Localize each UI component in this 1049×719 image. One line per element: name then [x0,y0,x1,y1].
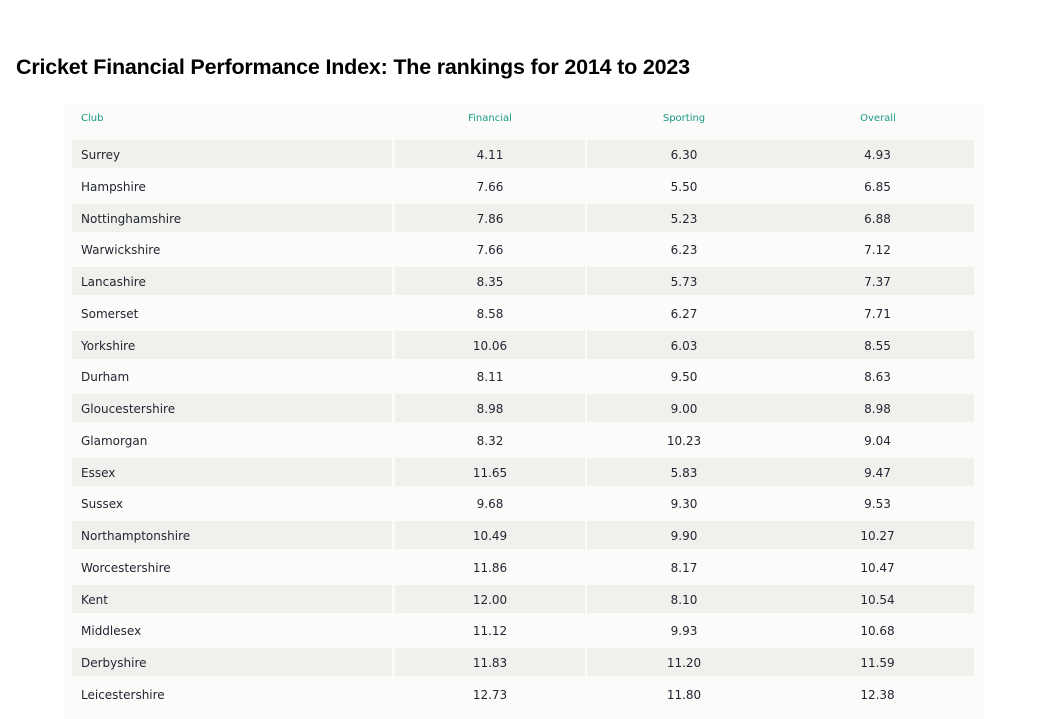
overall-cell: 8.98 [781,394,974,422]
column-header-sporting: Sporting [662,113,706,124]
table-row: Nottinghamshire 7.86 5.23 6.88 [72,203,974,235]
financial-cell: 10.06 [395,330,585,359]
overall-cell: 10.54 [781,584,974,613]
overall-cell: 9.04 [864,433,891,448]
club-cell: Nottinghamshire [72,203,392,232]
financial-cell: 7.86 [395,203,585,232]
club-cell: Middlesex [81,624,142,639]
financial-cell: 11.65 [395,457,585,486]
club-cell: Hampshire [81,179,146,194]
table-row: Gloucestershire 8.98 9.00 8.98 [72,393,974,425]
financial-cell: 8.32 [476,433,504,448]
overall-cell: 7.12 [864,243,891,258]
table-row: Somerset 8.58 6.27 7.71 [72,298,974,330]
financial-cell: 11.12 [472,624,508,639]
column-header-financial: Financial [468,113,512,124]
club-cell: Somerset [81,306,139,321]
club-cell: Gloucestershire [72,394,392,422]
table-row: Essex 11.65 5.83 9.47 [72,457,974,489]
financial-cell: 7.66 [476,179,504,194]
table-row: Middlesex 11.12 9.93 10.68 [72,615,974,647]
sporting-cell: 5.23 [587,203,781,232]
financial-cell: 8.35 [395,267,585,295]
table-header: Club Financial Sporting Overall [72,113,974,129]
club-cell: Essex [72,457,392,486]
table-row: Kent 12.00 8.10 10.54 [72,584,974,616]
column-header-overall: Overall [860,113,896,124]
sporting-cell: 5.73 [587,267,781,295]
sporting-cell: 9.00 [587,394,781,422]
club-cell: Kent [72,584,392,613]
overall-cell: 10.47 [860,560,895,575]
table-row: Lancashire 8.35 5.73 7.37 [72,266,974,298]
sporting-cell: 6.27 [670,306,698,321]
financial-cell: 8.98 [395,394,585,422]
overall-cell: 9.53 [864,497,891,512]
club-cell: Lancashire [72,267,392,295]
club-cell: Derbyshire [72,648,392,676]
overall-cell: 8.55 [781,330,974,359]
club-cell: Northamptonshire [72,521,392,549]
table-row: Glamorgan 8.32 10.23 9.04 [72,425,974,457]
table-row: Yorkshire 10.06 6.03 8.55 [72,330,974,362]
table-row: Hampshire 7.66 5.50 6.85 [72,171,974,203]
column-header-club: Club [81,113,104,124]
overall-cell: 6.85 [864,179,891,194]
table-row: Surrey 4.11 6.30 4.93 [72,139,974,171]
sporting-cell: 9.93 [670,624,698,639]
overall-cell: 6.88 [781,203,974,232]
table-row: Northamptonshire 10.49 9.90 10.27 [72,520,974,552]
financial-cell: 11.86 [472,560,508,575]
sporting-cell: 6.30 [587,140,781,168]
sporting-cell: 5.50 [670,179,698,194]
financial-cell: 4.11 [395,140,585,168]
overall-cell: 9.47 [781,457,974,486]
club-cell: Warwickshire [81,243,161,258]
sporting-cell: 6.23 [670,243,698,258]
overall-cell: 7.71 [864,306,891,321]
page-title: Cricket Financial Performance Index: The… [16,55,690,79]
sporting-cell: 11.80 [666,687,702,702]
sporting-cell: 9.50 [670,370,698,385]
sporting-cell: 9.90 [587,521,781,549]
club-cell: Worcestershire [81,560,171,575]
financial-cell: 8.58 [476,306,504,321]
financial-cell: 12.73 [472,687,508,702]
overall-cell: 11.59 [781,648,974,676]
club-cell: Surrey [72,140,392,168]
table-row: Worcestershire 11.86 8.17 10.47 [72,552,974,584]
overall-cell: 10.27 [781,521,974,549]
club-cell: Sussex [81,497,123,512]
club-cell: Glamorgan [81,433,148,448]
table-body: Surrey 4.11 6.30 4.93 Hampshire 7.66 5.50 6.85 N… [72,139,974,711]
overall-cell: 12.38 [860,687,895,702]
sporting-cell: 8.10 [587,584,781,613]
overall-cell: 8.63 [864,370,891,385]
sporting-cell: 9.30 [670,497,698,512]
sporting-cell: 6.03 [587,330,781,359]
overall-cell: 7.37 [781,267,974,295]
sporting-cell: 11.20 [587,648,781,676]
financial-cell: 7.66 [476,243,504,258]
table-row: Derbyshire 11.83 11.20 11.59 [72,647,974,679]
table-row: Sussex 9.68 9.30 9.53 [72,488,974,520]
financial-cell: 11.83 [395,648,585,676]
sporting-cell: 10.23 [666,433,702,448]
financial-cell: 9.68 [476,497,504,512]
financial-cell: 12.00 [395,584,585,613]
club-cell: Durham [81,370,130,385]
club-cell: Yorkshire [72,330,392,359]
table-row: Warwickshire 7.66 6.23 7.12 [72,234,974,266]
table-row: Durham 8.11 9.50 8.63 [72,361,974,393]
sporting-cell: 8.17 [670,560,698,575]
financial-cell: 8.11 [476,370,504,385]
club-cell: Leicestershire [81,687,165,702]
financial-cell: 10.49 [395,521,585,549]
table-row: Leicestershire 12.73 11.80 12.38 [72,679,974,711]
overall-cell: 4.93 [781,140,974,168]
sporting-cell: 5.83 [587,457,781,486]
overall-cell: 10.68 [860,624,895,639]
